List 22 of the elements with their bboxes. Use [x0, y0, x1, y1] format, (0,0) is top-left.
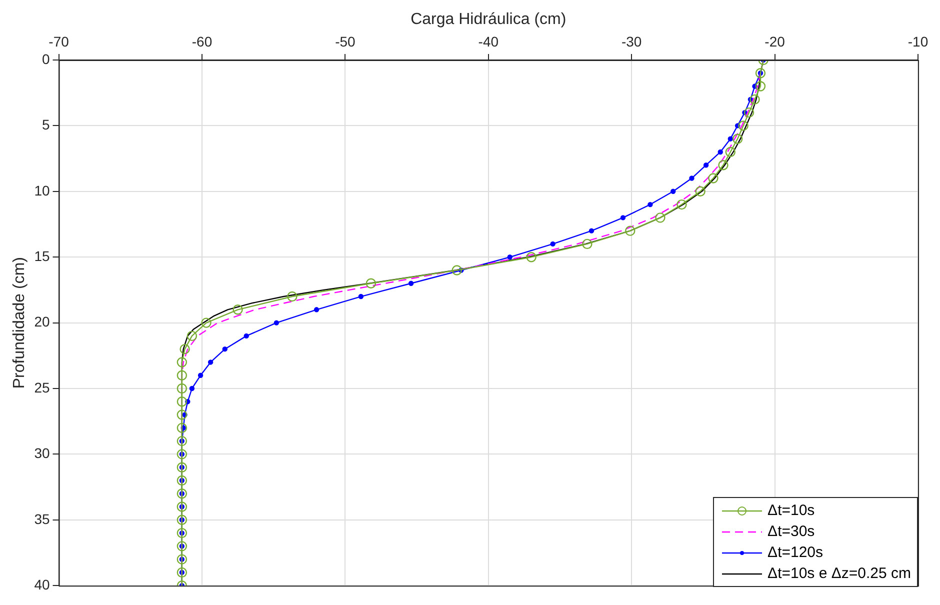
- x-axis-title: Carga Hidráulica (cm): [410, 11, 566, 28]
- x-tick-label: -10: [908, 33, 928, 50]
- x-tick-label: -50: [335, 33, 356, 50]
- x-tick-label: -60: [192, 33, 212, 50]
- y-tick-label: 40: [34, 576, 50, 592]
- y-tick-label: 5: [42, 116, 50, 133]
- y-tick-label: 35: [34, 510, 50, 527]
- legend-label: Δt=30s: [768, 523, 815, 540]
- y-tick-label: 20: [34, 314, 50, 330]
- y-tick-label: 30: [34, 445, 50, 462]
- y-axis-title: Profundidade (cm): [11, 256, 28, 389]
- y-tick-label: 0: [42, 50, 50, 67]
- x-tick-label: -20: [764, 33, 786, 50]
- x-tick-label: -70: [48, 33, 70, 50]
- y-tick-label: 15: [34, 248, 50, 264]
- x-tick-label: -30: [621, 33, 642, 50]
- y-tick-label: 10: [34, 182, 50, 198]
- x-tick-label: -40: [478, 33, 499, 50]
- legend-label: Δt=120s: [768, 544, 824, 561]
- legend-label: Δt=10s e Δz=0.25 cm: [768, 565, 911, 582]
- legend-label: Δt=10s: [768, 502, 815, 519]
- y-tick-label: 25: [34, 379, 50, 396]
